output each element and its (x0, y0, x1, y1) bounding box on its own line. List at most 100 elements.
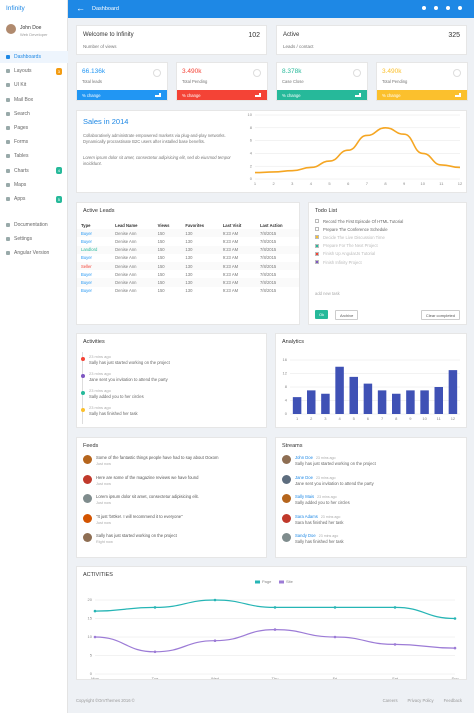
stat-label: Case Close (282, 79, 304, 84)
footer-link[interactable]: Feedback (443, 698, 462, 703)
column-header: Type (81, 222, 91, 228)
menu-item[interactable]: Layouts 3 (0, 65, 68, 77)
y-tick-label: 16 (283, 357, 288, 362)
menu-item[interactable]: Dashboards (0, 51, 68, 63)
menu-item[interactable]: Search (0, 108, 68, 120)
stat-label: Total Pending (382, 79, 408, 84)
x-tick-label: 2 (310, 416, 313, 421)
todo-item[interactable]: Finish Up AngularJs Tutorial (309, 250, 466, 258)
menu-item[interactable]: UI Kit (0, 79, 68, 91)
feed-time: Just now (96, 481, 111, 486)
x-tick-label: 9 (409, 416, 412, 421)
table-cell: 150 (157, 263, 165, 269)
avatar (282, 474, 291, 484)
feed-item: Some of the fantastic things people have… (77, 452, 266, 472)
footer-link[interactable]: Privacy Policy (407, 698, 434, 703)
y-tick-label: 4 (250, 150, 253, 155)
table-row: Landlord Denise Ann 150 130 9:23 AM 7/8/2015 (77, 245, 299, 254)
menu-item[interactable]: Settings (0, 233, 68, 245)
todo-item[interactable]: Record The First Episode Of HTML Tutoria… (309, 217, 466, 225)
feed-text: "It just 'br0ke!. I will recommend it to… (96, 513, 183, 519)
back-button[interactable]: ← (76, 3, 85, 13)
activity-text: Sally added you to her circles (89, 394, 144, 399)
menu-item[interactable]: Documentation (0, 219, 68, 231)
feed-time: Right now (96, 540, 113, 544)
footer-link[interactable]: Careers (382, 698, 398, 703)
timeline-line (82, 352, 83, 424)
todo-item[interactable]: Prepare The Conference Schedule (309, 225, 466, 233)
summary-title: Welcome to Infinity (83, 32, 134, 38)
y-tick-label: 15 (88, 616, 93, 621)
stream-head: Sandy Doe 23 mins ago (295, 533, 344, 538)
table-cell: 7/8/2015 (259, 255, 277, 261)
menu-item[interactable]: Angular Version (0, 247, 68, 259)
stat-icon (153, 69, 161, 77)
todo-text: Decide The Live Discussion Time (323, 234, 385, 240)
table-cell: Denise Ann (115, 230, 137, 236)
table-cell: 130 (185, 263, 193, 269)
menu-label: Dashboards (14, 54, 41, 60)
table-cell: Denise Ann (115, 271, 137, 277)
activity-text: Sally has finished her task (89, 411, 138, 416)
menu-item[interactable]: Apps 5 (0, 193, 68, 205)
stream-body: John Doe 23 mins ago Sally has just starte… (295, 455, 376, 466)
menu-item[interactable]: Tables (0, 150, 68, 162)
todo-item[interactable]: Decide The Live Discussion Time (309, 233, 466, 241)
table-cell: Seller (81, 263, 92, 269)
point (273, 628, 277, 631)
todo-item[interactable]: Prepare For The Next Project (309, 242, 466, 250)
checkbox[interactable] (315, 243, 319, 248)
table-row: Buyer Denise Ann 150 130 9:23 AM 7/8/2015 (77, 254, 299, 262)
todo-input[interactable]: add new task (315, 291, 340, 296)
menu-item[interactable]: Pages (0, 122, 68, 134)
stream-time: 23 mins ago (315, 475, 336, 480)
stat-footer-icon (355, 93, 361, 97)
bar (448, 370, 458, 414)
menu-label: Charts (14, 167, 29, 174)
stream-name: Jane Doe (295, 474, 313, 480)
checkbox[interactable] (315, 235, 319, 240)
menu-item[interactable]: Forms (0, 136, 68, 148)
chart-svg: 0 5 10 15 20 Mon Tue Wed Thu Fri Sat Sun Page Site (88, 579, 459, 680)
ok-button[interactable]: Ok (315, 310, 329, 319)
menu-item[interactable]: Charts 4 (0, 165, 68, 177)
feed-item: Sally has just started working on the pr… (77, 530, 266, 550)
table-row: Buyer Denise Ann 150 130 9:23 AM 7/8/2015 (77, 287, 299, 295)
stream-body: Sara Adams 23 mins ago Sara has finished h… (295, 514, 343, 525)
menu-label: Pages (14, 125, 29, 131)
menu-item[interactable]: Maps (0, 179, 68, 191)
todo-item[interactable]: Finish Infinity Project (309, 258, 466, 266)
checkbox[interactable] (315, 251, 319, 256)
checkbox[interactable] (315, 219, 319, 224)
y-tick-label: 6 (250, 138, 253, 143)
summary-title: Active (283, 32, 300, 38)
bar (321, 393, 330, 414)
x-tick-label: 3 (291, 181, 294, 186)
stat-icon (353, 69, 361, 77)
timeline-dot (80, 357, 85, 361)
menu-item[interactable]: Mail Box (0, 94, 68, 106)
brand[interactable]: Infinity (6, 5, 25, 12)
table-cell: 150 (157, 288, 165, 294)
y-tick-label: 5 (90, 653, 93, 658)
bar (363, 383, 373, 414)
stream-head: Jane Doe 23 mins ago (295, 475, 374, 480)
archive-button[interactable]: Archive (335, 310, 359, 320)
activity-time: 23 mins ago (89, 371, 111, 376)
checkbox[interactable] (315, 227, 319, 232)
x-tick-label: Fri (333, 676, 338, 680)
stream-name: Sara Adams (295, 513, 318, 519)
avatar (83, 455, 92, 464)
stat-footer-text: % change (182, 93, 201, 98)
clear-button[interactable]: Clear completed (420, 310, 460, 320)
copyright: Copyright ©OmThemes 2016 © (76, 698, 135, 703)
menu-icon (6, 69, 10, 74)
x-tick-label: 1 (254, 181, 257, 186)
column-header: Lead Name (115, 222, 138, 228)
checkbox[interactable] (315, 260, 319, 265)
menu-icon (6, 126, 10, 130)
point (93, 635, 97, 639)
point (153, 606, 157, 609)
menu-icon (6, 140, 10, 145)
legend-label: Page (262, 579, 272, 584)
